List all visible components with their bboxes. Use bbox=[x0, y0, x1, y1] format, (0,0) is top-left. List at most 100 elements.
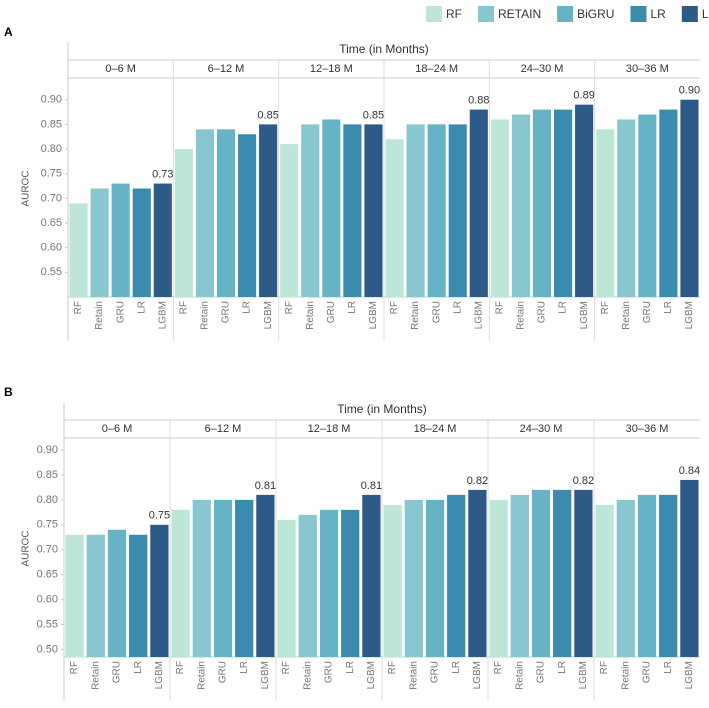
bar bbox=[322, 119, 341, 297]
y-tick-label: 0.85 bbox=[41, 118, 62, 130]
bar bbox=[448, 124, 467, 298]
legend-swatch bbox=[557, 6, 574, 22]
bar bbox=[277, 519, 296, 657]
x-tick-label: LR bbox=[242, 301, 253, 314]
x-tick-label: Retain bbox=[621, 301, 632, 330]
x-tick-label: GRU bbox=[536, 661, 547, 683]
y-tick-label: 0.70 bbox=[37, 544, 58, 556]
bar bbox=[364, 124, 383, 298]
x-tick-label: LGBM bbox=[366, 661, 377, 689]
bar bbox=[638, 114, 657, 297]
bar bbox=[532, 109, 552, 297]
x-tick-label: Retain bbox=[90, 661, 101, 690]
y-tick-label: 0.55 bbox=[41, 266, 62, 278]
bar bbox=[617, 119, 636, 297]
x-tick-label: RF bbox=[179, 301, 190, 314]
bar bbox=[468, 489, 487, 657]
x-tick-label: Retain bbox=[305, 301, 316, 330]
x-tick-label: Retain bbox=[410, 301, 421, 330]
bar bbox=[298, 514, 317, 657]
x-tick-label: LGBM bbox=[473, 301, 484, 329]
x-tick-label: LR bbox=[452, 301, 463, 314]
y-tick-label: 0.80 bbox=[37, 494, 58, 506]
y-tick-label: 0.70 bbox=[41, 192, 62, 204]
x-tick-label: LGBM bbox=[263, 301, 274, 329]
x-tick-label: LR bbox=[239, 661, 250, 674]
bar bbox=[659, 494, 678, 657]
x-tick-label: LGBM bbox=[260, 661, 271, 689]
value-label: 0.75 bbox=[149, 510, 170, 522]
bar bbox=[216, 129, 236, 297]
x-tick-label: GRU bbox=[430, 661, 441, 683]
bar bbox=[553, 489, 572, 657]
x-tick-label: GRU bbox=[112, 661, 123, 683]
x-tick-label: GRU bbox=[221, 301, 232, 323]
bar bbox=[341, 509, 360, 657]
legend-swatch bbox=[426, 6, 442, 22]
bar bbox=[153, 183, 172, 297]
legend-label: LGBM bbox=[702, 7, 709, 21]
chart-title: Time (in Months) bbox=[337, 402, 427, 416]
bar bbox=[616, 499, 635, 657]
x-tick-label: LR bbox=[347, 301, 358, 314]
x-tick-label: Retain bbox=[514, 661, 525, 690]
facet-label: 6–12 M bbox=[205, 423, 242, 435]
x-tick-label: RF bbox=[73, 301, 84, 314]
facet-label: 0–6 M bbox=[105, 63, 136, 75]
legend-swatch bbox=[630, 6, 647, 22]
bar bbox=[343, 124, 362, 298]
bar bbox=[404, 499, 423, 657]
x-tick-label: LR bbox=[133, 661, 144, 674]
bar bbox=[129, 534, 148, 657]
x-tick-label: GRU bbox=[537, 301, 548, 323]
bar bbox=[425, 499, 445, 657]
bar bbox=[659, 109, 678, 297]
facet-label: 18–24 M bbox=[415, 63, 458, 75]
bar bbox=[171, 509, 190, 657]
chart-title: Time (in Months) bbox=[339, 42, 429, 56]
x-tick-label: RF bbox=[175, 661, 186, 674]
bar bbox=[554, 109, 573, 297]
bar bbox=[469, 109, 488, 297]
bar bbox=[385, 139, 404, 297]
x-tick-label: Retain bbox=[94, 301, 105, 330]
bar bbox=[150, 524, 169, 657]
value-label: 0.73 bbox=[152, 168, 173, 180]
y-tick-label: 0.90 bbox=[41, 94, 62, 106]
facet-label: 6–12 M bbox=[208, 63, 245, 75]
bar bbox=[406, 124, 425, 298]
bar bbox=[531, 489, 551, 657]
legend-swatch bbox=[478, 6, 494, 22]
legend-swatch bbox=[681, 6, 698, 22]
x-tick-label: Retain bbox=[408, 661, 419, 690]
legend-label: LR bbox=[650, 7, 666, 21]
bar bbox=[319, 509, 339, 657]
y-axis-label: AUROC bbox=[21, 530, 32, 566]
bar bbox=[362, 494, 381, 657]
bar bbox=[213, 499, 233, 657]
legend-label: RF bbox=[446, 7, 462, 21]
x-tick-label: RF bbox=[69, 661, 80, 674]
y-tick-label: 0.90 bbox=[37, 444, 58, 456]
facet-label: 18–24 M bbox=[414, 423, 457, 435]
x-tick-label: LR bbox=[345, 661, 356, 674]
bar bbox=[490, 119, 509, 297]
y-tick-label: 0.75 bbox=[41, 168, 62, 180]
bar bbox=[447, 494, 466, 657]
bar bbox=[680, 479, 699, 657]
x-tick-label: RF bbox=[387, 661, 398, 674]
facet-label: 30–36 M bbox=[626, 63, 669, 75]
bar bbox=[427, 124, 446, 298]
bar bbox=[132, 188, 151, 297]
y-axis-label: AUROC bbox=[21, 170, 32, 206]
x-tick-label: RF bbox=[600, 301, 611, 314]
x-tick-label: LGBM bbox=[472, 661, 483, 689]
bar bbox=[259, 124, 278, 298]
x-tick-label: LR bbox=[663, 301, 674, 314]
x-tick-label: GRU bbox=[326, 301, 337, 323]
facet-label: 12–18 M bbox=[310, 63, 353, 75]
x-tick-label: RF bbox=[495, 301, 506, 314]
facet-label: 24–30 M bbox=[521, 63, 564, 75]
y-tick-label: 0.80 bbox=[41, 143, 62, 155]
bar bbox=[511, 114, 530, 297]
